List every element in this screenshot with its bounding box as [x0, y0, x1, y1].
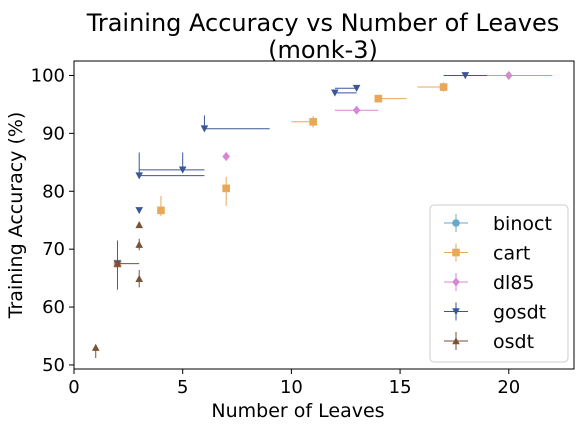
data-series	[91, 70, 553, 358]
legend-label: dl85	[493, 272, 535, 294]
y-tick-label: 80	[42, 181, 65, 202]
data-point	[200, 125, 209, 133]
chart-title-line2: (monk-3)	[268, 36, 378, 64]
x-tick-label: 20	[497, 377, 520, 398]
x-axis: 0 5 10 15 20	[68, 369, 520, 398]
y-axis-label: Training Accuracy (%)	[5, 112, 27, 320]
data-point	[222, 151, 230, 162]
x-tick-label: 10	[280, 377, 303, 398]
legend-marker-icon	[452, 277, 460, 287]
data-point	[135, 240, 144, 248]
y-tick-label: 100	[31, 65, 65, 86]
legend-marker-icon	[452, 219, 460, 227]
legend-label: osdt	[493, 331, 534, 353]
series-osdt	[91, 221, 144, 358]
y-tick-label: 50	[42, 355, 65, 376]
y-tick-label: 70	[42, 239, 65, 260]
data-point	[135, 172, 144, 180]
legend-item-osdt: osdt	[444, 331, 534, 353]
y-axis: 50 60 70 80 90 100	[31, 65, 74, 376]
legend-marker-icon	[452, 308, 460, 316]
data-point	[439, 83, 448, 91]
data-point	[113, 259, 122, 267]
legend-marker-icon	[452, 337, 460, 345]
chart-title-line1: Training Accuracy vs Number of Leaves	[86, 9, 560, 37]
data-point	[178, 166, 187, 174]
data-point	[352, 105, 361, 115]
series-gosdt	[113, 72, 488, 268]
data-point	[309, 117, 317, 126]
legend-box	[429, 204, 569, 363]
legend-label: cart	[493, 243, 530, 265]
data-point	[135, 274, 144, 282]
data-point	[504, 70, 513, 81]
data-point	[331, 89, 339, 97]
data-point	[222, 184, 230, 193]
data-point	[135, 221, 144, 229]
legend-item-cart: cart	[444, 243, 530, 265]
data-point	[461, 72, 470, 80]
data-point	[135, 207, 144, 215]
x-tick-label: 5	[177, 377, 188, 398]
data-point	[157, 206, 165, 215]
legend-item-binoct: binoct	[444, 213, 552, 235]
data-point	[352, 84, 361, 93]
y-tick-label: 90	[42, 123, 65, 144]
legend-label: binoct	[493, 213, 552, 235]
chart-title: Training Accuracy vs Number of Leaves (m…	[86, 9, 560, 64]
legend-marker-icon	[452, 248, 460, 257]
y-tick-label: 60	[42, 297, 65, 318]
legend: binoct cart dl85 gosdt osdt	[429, 204, 569, 363]
data-point	[91, 343, 100, 351]
x-tick-label: 15	[389, 377, 412, 398]
legend-item-dl85: dl85	[444, 272, 535, 294]
legend-label: gosdt	[493, 302, 546, 324]
x-axis-label: Number of Leaves	[211, 400, 384, 422]
legend-item-gosdt: gosdt	[444, 302, 546, 324]
data-point	[374, 94, 383, 103]
x-tick-label: 0	[68, 377, 79, 398]
